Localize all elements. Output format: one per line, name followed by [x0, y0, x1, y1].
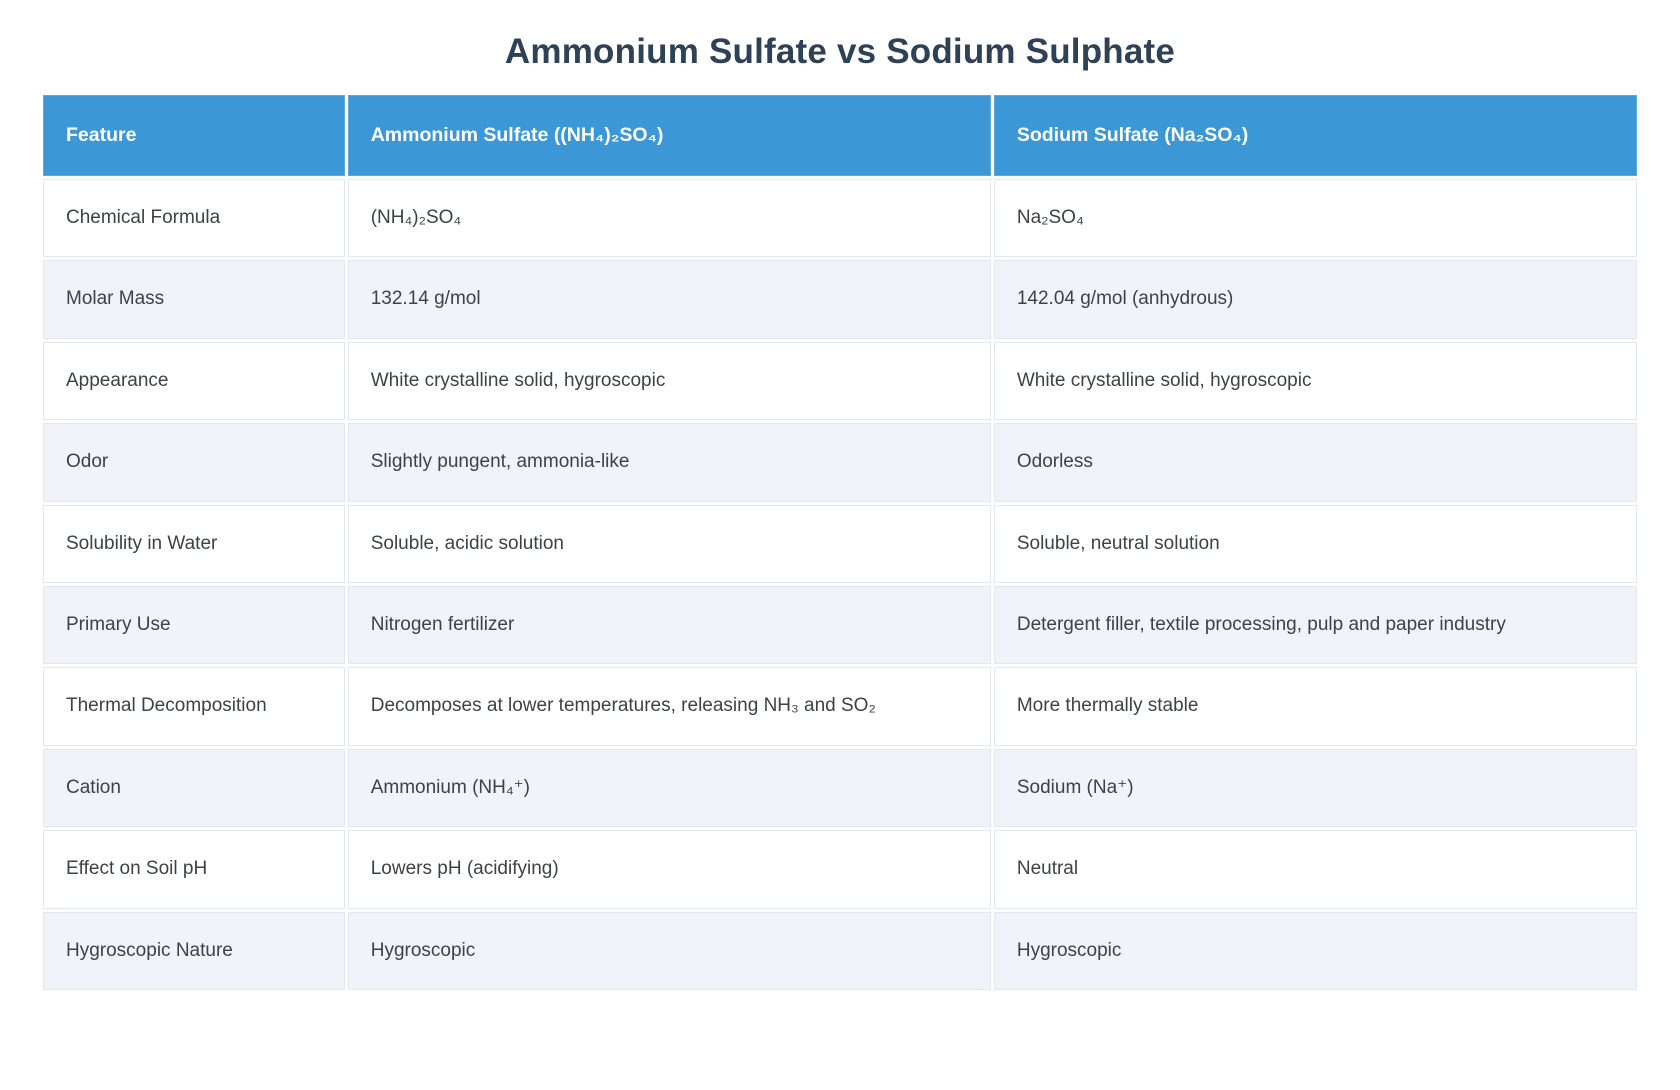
feature-cell: Chemical Formula	[43, 179, 345, 258]
feature-cell: Hygroscopic Nature	[43, 911, 345, 990]
table-row: Chemical Formula (NH₄)₂SO₄ Na₂SO₄	[43, 179, 1637, 258]
table-row: Molar Mass 132.14 g/mol 142.04 g/mol (an…	[43, 260, 1637, 339]
ammonium-cell: Ammonium (NH₄⁺)	[347, 748, 991, 828]
ammonium-cell: Slightly pungent, ammonia-like	[347, 423, 991, 502]
table-body: Chemical Formula (NH₄)₂SO₄ Na₂SO₄ Molar …	[43, 179, 1637, 990]
column-header-ammonium: Ammonium Sulfate ((NH₄)₂SO₄)	[347, 95, 991, 176]
table-row: Solubility in Water Soluble, acidic solu…	[43, 504, 1637, 583]
ammonium-cell: Hygroscopic	[347, 911, 991, 990]
table-row: Effect on Soil pH Lowers pH (acidifying)…	[43, 830, 1637, 909]
sodium-cell: Detergent filler, textile processing, pu…	[993, 585, 1637, 665]
sodium-cell: 142.04 g/mol (anhydrous)	[993, 260, 1637, 339]
ammonium-cell: 132.14 g/mol	[347, 260, 991, 339]
table-row: Cation Ammonium (NH₄⁺) Sodium (Na⁺)	[43, 748, 1637, 828]
sodium-cell: Na₂SO₄	[993, 179, 1637, 258]
feature-cell: Cation	[43, 748, 345, 828]
feature-cell: Effect on Soil pH	[43, 830, 345, 909]
sodium-cell: More thermally stable	[993, 667, 1637, 746]
column-header-sodium: Sodium Sulfate (Na₂SO₄)	[993, 95, 1637, 176]
feature-cell: Appearance	[43, 341, 345, 421]
page-container: Ammonium Sulfate vs Sodium Sulphate Feat…	[40, 32, 1640, 993]
header-row: Feature Ammonium Sulfate ((NH₄)₂SO₄) Sod…	[43, 95, 1637, 176]
ammonium-cell: Nitrogen fertilizer	[347, 585, 991, 665]
ammonium-cell: Decomposes at lower temperatures, releas…	[347, 667, 991, 746]
table-row: Odor Slightly pungent, ammonia-like Odor…	[43, 423, 1637, 502]
feature-cell: Primary Use	[43, 585, 345, 665]
column-header-feature: Feature	[43, 95, 345, 176]
page-title: Ammonium Sulfate vs Sodium Sulphate	[504, 32, 1176, 71]
table-row: Primary Use Nitrogen fertilizer Detergen…	[43, 585, 1637, 665]
feature-cell: Solubility in Water	[43, 504, 345, 583]
feature-cell: Molar Mass	[43, 260, 345, 339]
comparison-table: Feature Ammonium Sulfate ((NH₄)₂SO₄) Sod…	[40, 92, 1640, 993]
table-row: Appearance White crystalline solid, hygr…	[43, 341, 1637, 421]
sodium-cell: Soluble, neutral solution	[993, 504, 1637, 583]
sodium-cell: White crystalline solid, hygroscopic	[993, 341, 1637, 421]
sodium-cell: Odorless	[993, 423, 1637, 502]
ammonium-cell: White crystalline solid, hygroscopic	[347, 341, 991, 421]
ammonium-cell: Lowers pH (acidifying)	[347, 830, 991, 909]
feature-cell: Odor	[43, 423, 345, 502]
sodium-cell: Hygroscopic	[993, 911, 1637, 990]
feature-cell: Thermal Decomposition	[43, 667, 345, 746]
sodium-cell: Neutral	[993, 830, 1637, 909]
table-row: Hygroscopic Nature Hygroscopic Hygroscop…	[43, 911, 1637, 990]
ammonium-cell: (NH₄)₂SO₄	[347, 179, 991, 258]
sodium-cell: Sodium (Na⁺)	[993, 748, 1637, 828]
table-header: Feature Ammonium Sulfate ((NH₄)₂SO₄) Sod…	[43, 95, 1637, 176]
ammonium-cell: Soluble, acidic solution	[347, 504, 991, 583]
table-row: Thermal Decomposition Decomposes at lowe…	[43, 667, 1637, 746]
